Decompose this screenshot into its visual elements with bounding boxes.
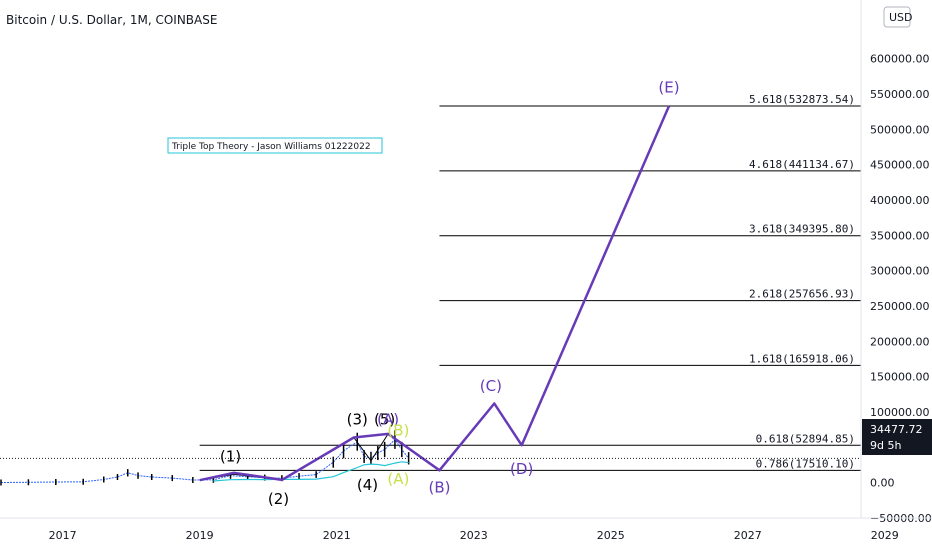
note-box[interactable]: Triple Top Theory - Jason Williams 01222…: [167, 137, 383, 154]
wave-label: (3): [347, 411, 368, 429]
bar-countdown: 9d 5h: [870, 439, 901, 452]
chart-title: Bitcoin / U.S. Dollar, 1M, COINBASE: [6, 13, 217, 27]
projection-wave-line: [199, 105, 671, 482]
wave-label: (C): [480, 377, 502, 395]
y-tick-label: 400000.00: [870, 194, 930, 207]
x-tick-label: 2021: [323, 529, 351, 542]
note-text: Triple Top Theory - Jason Williams 01222…: [171, 142, 371, 152]
price-box-background: [862, 419, 932, 455]
x-tick-label: 2027: [734, 529, 762, 542]
wave-group: [199, 105, 671, 482]
x-tick-label: 2017: [49, 529, 77, 542]
wave-label: (A): [377, 411, 399, 429]
y-tick-label: 150000.00: [870, 371, 930, 384]
y-tick-label: 600000.00: [870, 53, 930, 66]
y-tick-label: 500000.00: [870, 123, 930, 136]
wave-label: (4): [357, 476, 378, 494]
note-box-border: [167, 137, 383, 154]
y-tick-label: 250000.00: [870, 300, 930, 313]
wave-label: (B): [387, 421, 409, 439]
fib-levels: 5.618(532873.54) 4.618(441134.67) 3.618(34…: [199, 93, 861, 471]
y-tick-label: 550000.00: [870, 88, 930, 101]
currency-button-border: [883, 6, 911, 28]
wave-label: (E): [658, 79, 679, 97]
x-axis: 2017 2019 2021 2023 2025 2027 2029: [49, 529, 899, 542]
wave-label: (D): [510, 460, 533, 478]
wave-label: (5): [374, 411, 395, 429]
y-tick-label: 350000.00: [870, 229, 930, 242]
fib-label: 4.618(441134.67): [749, 158, 855, 171]
price-line: [0, 438, 409, 483]
currency-button[interactable]: USD: [883, 6, 913, 28]
currency-label: USD: [889, 11, 913, 24]
current-price-value: 34477.72: [870, 423, 923, 436]
wave-label: (A): [387, 470, 409, 488]
current-price-box: 34477.72 9d 5h: [862, 419, 932, 455]
fib-label: 0.618(52894.85): [756, 432, 855, 445]
fib-label: 1.618(165918.06): [749, 352, 855, 365]
wave-labels: (1)(2)(3)(4)(5)(A)(B)(A) (B)(C)(D)(E): [220, 79, 680, 508]
wave-label: (2): [268, 490, 289, 508]
y-tick-label: −50000.00: [870, 512, 932, 525]
x-tick-label: 2023: [460, 529, 488, 542]
x-tick-label: 2029: [871, 529, 899, 542]
fib-label: 2.618(257656.93): [749, 288, 855, 301]
y-tick-label: 0.00: [870, 477, 895, 490]
y-tick-label: 300000.00: [870, 265, 930, 278]
fib-label: 5.618(532873.54): [749, 93, 855, 106]
x-tick-label: 2025: [597, 529, 625, 542]
y-tick-label: 200000.00: [870, 335, 930, 348]
y-tick-label: 450000.00: [870, 159, 930, 172]
wave-label: (B): [428, 479, 450, 497]
fib-label: 0.786(17510.10): [756, 457, 855, 470]
wave-label: (1): [220, 447, 241, 465]
y-tick-label: 100000.00: [870, 406, 930, 419]
x-tick-label: 2019: [186, 529, 214, 542]
fib-label: 3.618(349395.80): [749, 223, 855, 236]
moving-average-line: [213, 461, 409, 482]
